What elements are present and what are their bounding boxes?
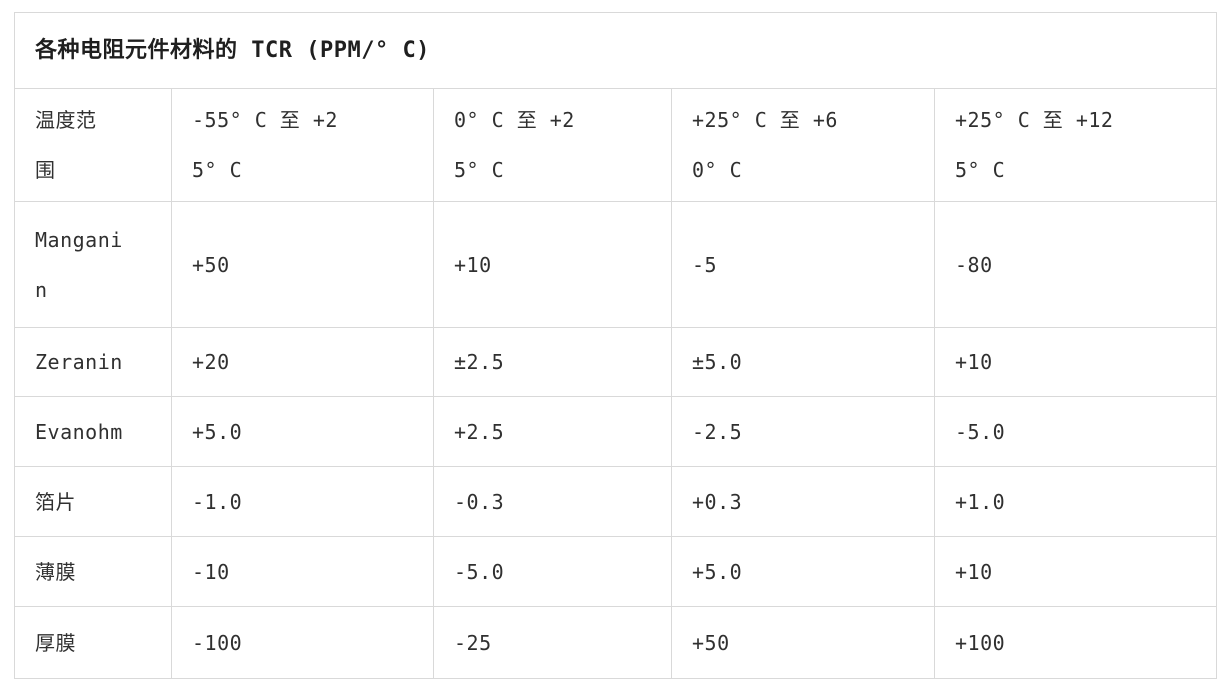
table-row-evanohm: Evanohm +5.0 +2.5 -2.5 -5.0 [14,396,1218,467]
header-cell-range-2: 0° C 至 +2 5° C [433,88,672,202]
value-cell: +5.0 [171,396,434,467]
header-cell-range-1: -55° C 至 +2 5° C [171,88,434,202]
header-cell-range-3: +25° C 至 +6 0° C [671,88,935,202]
value-cell: +10 [933,327,1218,397]
value-cell: +5.0 [671,536,935,607]
material-cell: Mangani n [14,201,172,328]
material-cell: Evanohm [14,396,172,467]
table-row-manganin: Mangani n +50 +10 -5 -80 [14,201,1218,328]
value-cell: -1.0 [171,466,434,537]
tcr-table: 各种电阻元件材料的 TCR (PPM/° C) 温度范 围 -55° C 至 +… [13,12,1218,679]
value-cell: -0.3 [433,466,672,537]
value-cell: -80 [933,201,1218,328]
header-cell-range-4: +25° C 至 +12 5° C [933,88,1218,202]
value-cell: +0.3 [671,466,935,537]
value-cell: -10 [171,536,434,607]
value-cell: -5.0 [433,536,672,607]
table-row-zeranin: Zeranin +20 ±2.5 ±5.0 +10 [14,327,1218,397]
material-cell: 厚膜 [14,606,172,679]
material-cell: Zeranin [14,327,172,397]
value-cell: -2.5 [671,396,935,467]
value-cell: +10 [433,201,672,328]
value-cell: +20 [171,327,434,397]
value-cell: +50 [171,201,434,328]
value-cell: +50 [671,606,935,679]
value-cell: +1.0 [933,466,1218,537]
value-cell: -5 [671,201,935,328]
value-cell: +10 [933,536,1218,607]
value-cell: -25 [433,606,672,679]
value-cell: -100 [171,606,434,679]
value-cell: ±5.0 [671,327,935,397]
value-cell: +2.5 [433,396,672,467]
table-row-foil: 箔片 -1.0 -0.3 +0.3 +1.0 [14,466,1218,537]
table-row-thick-film: 厚膜 -100 -25 +50 +100 [14,606,1218,679]
value-cell: +100 [933,606,1218,679]
table-title: 各种电阻元件材料的 TCR (PPM/° C) [13,12,1218,89]
table-title-row: 各种电阻元件材料的 TCR (PPM/° C) [13,12,1218,89]
value-cell: ±2.5 [433,327,672,397]
header-cell-temp-range: 温度范 围 [14,88,172,202]
table-row-thin-film: 薄膜 -10 -5.0 +5.0 +10 [14,536,1218,607]
value-cell: -5.0 [933,396,1218,467]
table-header-row: 温度范 围 -55° C 至 +2 5° C 0° C 至 +2 5° C +2… [14,88,1218,202]
material-cell: 薄膜 [14,536,172,607]
material-cell: 箔片 [14,466,172,537]
